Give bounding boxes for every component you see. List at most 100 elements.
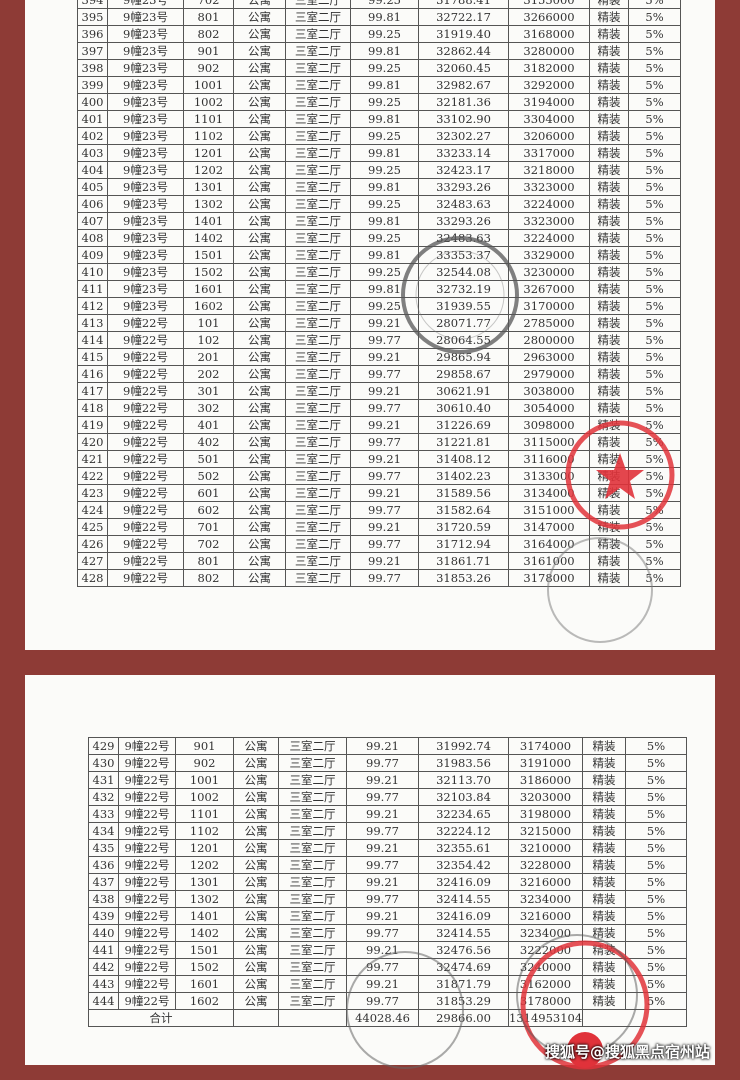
cell-area: 99.77 (350, 501, 419, 519)
cell-rate: 5% (628, 314, 681, 332)
cell-type: 公寓 (233, 822, 279, 840)
cell-decoration: 精装 (589, 399, 629, 417)
cell-room: 801 (183, 552, 234, 570)
cell-layout: 三室二厅 (285, 382, 351, 400)
cell-area: 99.25 (350, 195, 419, 213)
cell-unit-price: 32483.63 (418, 229, 509, 247)
cell-area: 99.77 (346, 822, 419, 840)
cell-layout: 三室二厅 (285, 365, 351, 383)
cell-total-price: 3115000 (508, 433, 590, 451)
cell-layout: 三室二厅 (285, 552, 351, 570)
cell-type: 公寓 (233, 229, 286, 247)
cell-building: 9幢22号 (107, 382, 184, 400)
cell-total-price: 3292000 (508, 76, 590, 94)
cell-type: 公寓 (233, 535, 286, 553)
cell-building: 9幢22号 (118, 771, 176, 789)
cell-type: 公寓 (233, 754, 279, 772)
cell-index: 432 (88, 788, 119, 806)
cell-rate: 5% (625, 890, 687, 908)
cell-unit-price: 33353.37 (418, 246, 509, 264)
cell-unit-price: 31221.81 (418, 433, 509, 451)
cell-type: 公寓 (233, 399, 286, 417)
cell-index: 424 (77, 501, 108, 519)
cell-layout: 三室二厅 (285, 110, 351, 128)
cell-room: 1002 (183, 93, 234, 111)
table-row: 418 9幢22号 302 公寓 三室二厅 99.77 30610.40 3054000 精装 5… (77, 399, 681, 417)
cell-room: 502 (183, 467, 234, 485)
cell-decoration: 精装 (582, 975, 626, 993)
cell-unit-price: 32416.09 (418, 873, 509, 891)
cell-type: 公寓 (233, 839, 279, 857)
table-row: 433 9幢22号 1101 公寓 三室二厅 99.21 32234.65 3198000 精装… (88, 805, 687, 823)
cell-unit-price: 32103.84 (418, 788, 509, 806)
cell-decoration: 精装 (589, 229, 629, 247)
cell-area: 99.25 (350, 25, 419, 43)
cell-layout: 三室二厅 (285, 331, 351, 349)
cell-room: 1402 (175, 924, 234, 942)
cell-decoration: 精装 (582, 873, 626, 891)
cell-type: 公寓 (233, 907, 279, 925)
cell-room: 1602 (183, 297, 234, 315)
total-avg-price: 29866.00 (418, 1009, 509, 1027)
cell-rate: 5% (625, 754, 687, 772)
cell-type: 公寓 (233, 42, 286, 60)
cell-decoration: 精装 (582, 958, 626, 976)
cell-rate: 5% (628, 93, 681, 111)
cell-type: 公寓 (233, 263, 286, 281)
cell-layout: 三室二厅 (285, 518, 351, 536)
cell-decoration: 精装 (589, 59, 629, 77)
cell-room: 1201 (183, 144, 234, 162)
cell-total-price: 3234000 (508, 890, 583, 908)
cell-room: 1302 (175, 890, 234, 908)
cell-rate: 5% (628, 484, 681, 502)
cell-area: 99.21 (350, 416, 419, 434)
cell-layout: 三室二厅 (285, 297, 351, 315)
cell-building: 9幢22号 (107, 467, 184, 485)
table-row: 431 9幢22号 1001 公寓 三室二厅 99.21 32113.70 3186000 精装… (88, 771, 687, 789)
cell-area: 99.21 (350, 348, 419, 366)
cell-rate: 5% (625, 737, 687, 755)
table-row: 413 9幢22号 101 公寓 三室二厅 99.21 28071.77 2785000 精装 5… (77, 314, 681, 332)
cell-area: 99.77 (350, 467, 419, 485)
cell-area: 99.77 (350, 535, 419, 553)
table-row: 405 9幢23号 1301 公寓 三室二厅 99.81 33293.26 3323000 精装… (77, 178, 681, 196)
cell-decoration: 精装 (589, 501, 629, 519)
cell-rate: 5% (628, 0, 681, 9)
cell-rate: 5% (625, 856, 687, 874)
cell-room: 1102 (175, 822, 234, 840)
cell-area: 99.77 (346, 788, 419, 806)
cell-type: 公寓 (233, 484, 286, 502)
cell-total-price: 3178000 (508, 569, 590, 587)
cell-rate: 5% (628, 42, 681, 60)
cell-index: 440 (88, 924, 119, 942)
cell-type: 公寓 (233, 975, 279, 993)
cell-decoration: 精装 (589, 552, 629, 570)
cell-total-price: 3038000 (508, 382, 590, 400)
cell-area: 99.77 (346, 924, 419, 942)
cell-rate: 5% (628, 433, 681, 451)
cell-area: 99.25 (350, 263, 419, 281)
cell-total-price: 3162000 (508, 975, 583, 993)
cell-layout: 三室二厅 (278, 754, 347, 772)
cell-type: 公寓 (233, 467, 286, 485)
cell-unit-price: 31720.59 (418, 518, 509, 536)
cell-room: 1602 (175, 992, 234, 1010)
cell-index: 408 (77, 229, 108, 247)
cell-decoration: 精装 (589, 433, 629, 451)
cell-total-price: 3155000 (508, 0, 590, 9)
table-row: 415 9幢22号 201 公寓 三室二厅 99.21 29865.94 2963000 精装 5… (77, 348, 681, 366)
cell-layout: 三室二厅 (285, 178, 351, 196)
cell-rate: 5% (628, 416, 681, 434)
cell-room: 202 (183, 365, 234, 383)
cell-area: 99.81 (350, 144, 419, 162)
cell-decoration: 精装 (582, 839, 626, 857)
cell-type: 公寓 (233, 25, 286, 43)
cell-rate: 5% (628, 501, 681, 519)
cell-unit-price: 33293.26 (418, 178, 509, 196)
cell-total-price: 2963000 (508, 348, 590, 366)
cell-index: 405 (77, 178, 108, 196)
cell-rate: 5% (628, 297, 681, 315)
price-table-top: 394 9幢23号 702 公寓 三室二厅 99.25 31788.41 3155000 精装 5… (77, 0, 681, 587)
table-row: 400 9幢23号 1002 公寓 三室二厅 99.25 32181.36 3194000 精装… (77, 93, 681, 111)
table-row: 424 9幢22号 602 公寓 三室二厅 99.77 31582.64 3151000 精装 5… (77, 501, 681, 519)
